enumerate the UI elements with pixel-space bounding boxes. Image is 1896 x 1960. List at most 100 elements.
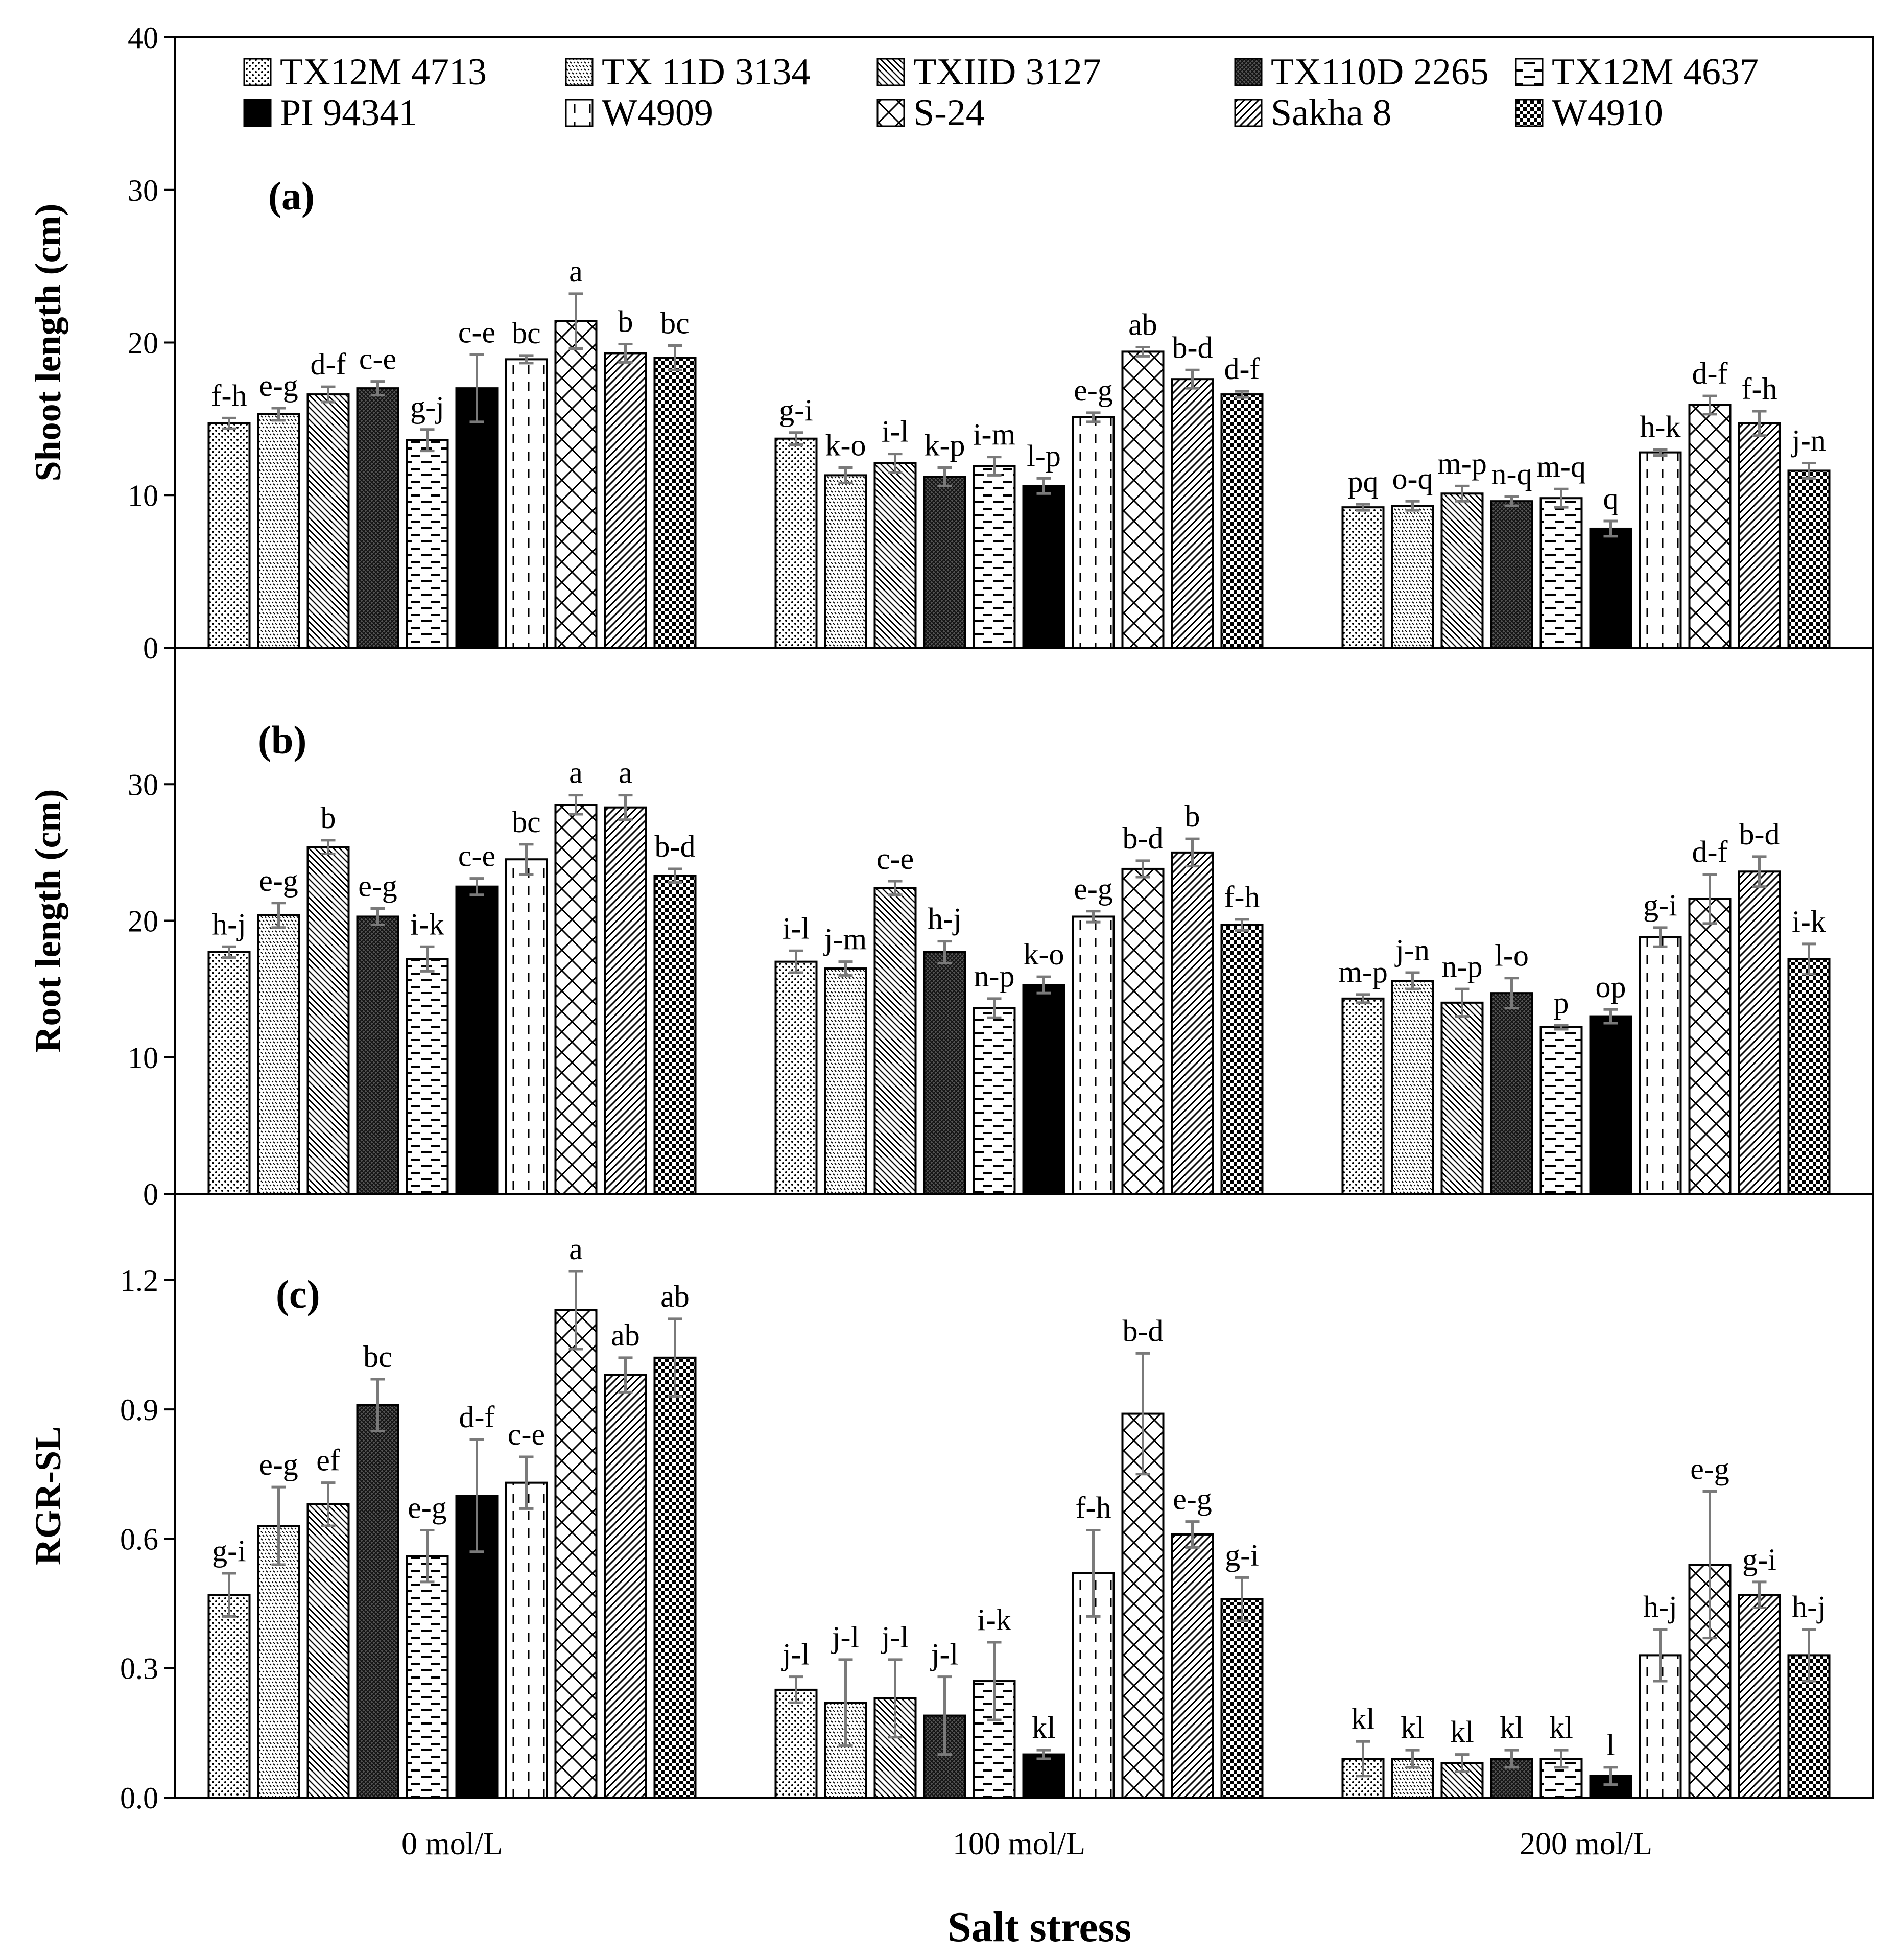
legend-swatch [243, 99, 272, 127]
legend-label: TX 11D 3134 [602, 51, 810, 93]
bar [306, 1503, 350, 1799]
significance-label: d-f [311, 347, 346, 381]
significance-label: b [1185, 799, 1200, 833]
bar [1220, 393, 1264, 649]
y-tick-label: 0.9 [120, 1393, 158, 1427]
panel-0: 0 10 20 30 40 Shoot length (cm) (a) f-h e-g d-f c-… [28, 21, 1873, 665]
bar [554, 320, 598, 649]
legend-swatch [565, 99, 594, 127]
significance-label: c-e [876, 842, 914, 876]
significance-label: e-g [259, 369, 298, 403]
significance-label: c-e [458, 839, 495, 873]
significance-label: i-m [973, 418, 1015, 452]
significance-label: d-f [1692, 835, 1728, 869]
bar [257, 413, 300, 649]
bar [1787, 958, 1831, 1195]
bar [1220, 1598, 1264, 1799]
bar [1490, 500, 1533, 649]
bar [1391, 505, 1434, 649]
y-tick-label: 0.0 [120, 1781, 158, 1815]
bar [406, 439, 449, 649]
significance-label: bc [660, 306, 690, 340]
significance-label: m-q [1536, 450, 1586, 483]
bar [1121, 350, 1165, 649]
legend-swatch [243, 58, 272, 86]
bar [1639, 451, 1682, 649]
category-label: 200 mol/L [1520, 1827, 1652, 1861]
significance-label: l-p [1027, 439, 1061, 473]
significance-label: f-h [1742, 372, 1778, 406]
bar [604, 1374, 647, 1799]
bar [1589, 1015, 1632, 1195]
bar [306, 393, 350, 649]
bar [356, 387, 399, 649]
bar [1639, 936, 1682, 1195]
significance-label: k-o [825, 428, 866, 462]
y-tick-label: 30 [128, 174, 158, 207]
panel-tag: (b) [258, 718, 306, 762]
legend-label: TX12M 4713 [280, 51, 487, 93]
significance-label: a [619, 756, 632, 790]
significance-label: kl [1351, 1702, 1375, 1736]
y-tick-label: 0.6 [120, 1522, 158, 1556]
significance-label: a [569, 1232, 583, 1266]
bar [1539, 497, 1583, 649]
significance-label: c-e [458, 315, 495, 349]
significance-label: e-g [259, 864, 298, 898]
legend-item: TX12M 4713 [243, 51, 487, 93]
significance-label: c-e [359, 342, 396, 376]
legend-label: PI 94341 [280, 92, 417, 134]
bar [406, 1555, 449, 1799]
bar [1072, 416, 1115, 649]
significance-label: f-h [211, 379, 247, 412]
significance-label: ef [316, 1444, 340, 1477]
significance-label: h-j [212, 907, 246, 941]
significance-label: kl [1450, 1715, 1474, 1749]
significance-label: k-p [925, 428, 965, 462]
bar [604, 806, 647, 1195]
significance-label: g-j [410, 390, 444, 424]
significance-label: n-p [1442, 950, 1483, 983]
significance-label: ab [660, 1280, 690, 1313]
category-label: 0 mol/L [401, 1827, 503, 1861]
significance-label: bc [512, 316, 541, 350]
y-axis-label: Shoot length (cm) [28, 204, 68, 482]
significance-label: c-e [508, 1418, 545, 1451]
significance-label: g-i [212, 1534, 246, 1568]
significance-label: b-d [1123, 1314, 1164, 1348]
significance-label: e-g [1074, 872, 1113, 906]
significance-label: f-h [1076, 1491, 1111, 1525]
significance-label: i-l [882, 415, 909, 448]
legend-swatch [1515, 99, 1544, 127]
bar [1121, 867, 1165, 1195]
bar [207, 1594, 251, 1799]
significance-label: e-g [259, 1448, 298, 1481]
significance-label: e-g [358, 869, 397, 903]
legend-label: TXIID 3127 [913, 51, 1101, 93]
bar [1072, 915, 1115, 1195]
significance-label: h-j [928, 902, 962, 936]
significance-label: a [569, 254, 583, 288]
significance-label: j-m [823, 923, 867, 956]
bar [356, 915, 399, 1195]
bar [1440, 1001, 1484, 1195]
bar [653, 1356, 697, 1799]
significance-label: j-n [1791, 424, 1826, 458]
legend-label: TX12M 4637 [1552, 51, 1759, 93]
legend-swatch [876, 99, 905, 127]
y-tick-label: 20 [128, 905, 158, 938]
significance-label: p [1554, 986, 1569, 1020]
significance-label: b [321, 801, 336, 835]
significance-label: kl [1032, 1711, 1056, 1744]
y-tick-label: 10 [128, 1041, 158, 1075]
significance-label: n-p [974, 959, 1015, 993]
bar [1688, 898, 1732, 1195]
significance-label: h-j [1643, 1590, 1677, 1624]
legend-item: W4909 [565, 92, 713, 134]
bar [207, 951, 251, 1195]
bar [604, 352, 647, 649]
significance-label: kl [1500, 1711, 1524, 1744]
significance-label: k-o [1024, 937, 1064, 971]
significance-label: q [1603, 482, 1619, 515]
significance-label: ab [1128, 308, 1157, 341]
